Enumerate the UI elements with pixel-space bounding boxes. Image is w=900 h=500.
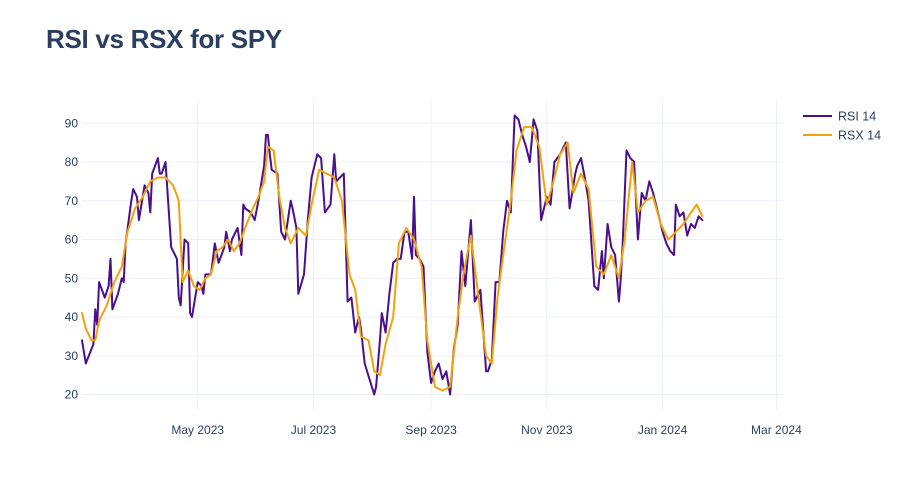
legend-item-rsx-14[interactable]: RSX 14 bbox=[803, 129, 881, 143]
series-line-rsx-14[interactable] bbox=[81, 126, 704, 392]
y-tick-label: 60 bbox=[65, 233, 79, 247]
y-tick-label: 40 bbox=[65, 310, 79, 324]
plot-area[interactable] bbox=[81, 114, 704, 396]
legend-label: RSI 14 bbox=[838, 110, 876, 124]
x-tick-label: May 2023 bbox=[171, 423, 224, 437]
legend-label: RSX 14 bbox=[838, 129, 881, 143]
x-tick-label: Mar 2024 bbox=[751, 423, 802, 437]
grid-lines bbox=[82, 100, 784, 410]
x-tick-label: Sep 2023 bbox=[405, 423, 457, 437]
y-tick-label: 30 bbox=[65, 349, 79, 363]
axis-ticks: 20 30 40 50 60 70 80 90 May 2023 Jul 2023 Sep 2023… bbox=[65, 116, 802, 437]
y-tick-label: 70 bbox=[65, 194, 79, 208]
y-tick-label: 50 bbox=[65, 271, 79, 285]
y-tick-label: 20 bbox=[65, 388, 79, 402]
series-line-rsi-14[interactable] bbox=[81, 114, 704, 396]
x-tick-label: Jul 2023 bbox=[291, 423, 337, 437]
x-tick-label: Jan 2024 bbox=[638, 423, 688, 437]
chart-title: RSI vs RSX for SPY bbox=[46, 24, 282, 54]
y-tick-label: 90 bbox=[65, 116, 79, 130]
y-tick-label: 80 bbox=[65, 155, 79, 169]
legend-item-rsi-14[interactable]: RSI 14 bbox=[803, 110, 876, 124]
x-tick-label: Nov 2023 bbox=[521, 423, 573, 437]
legend[interactable]: RSI 14 RSX 14 bbox=[803, 110, 881, 143]
